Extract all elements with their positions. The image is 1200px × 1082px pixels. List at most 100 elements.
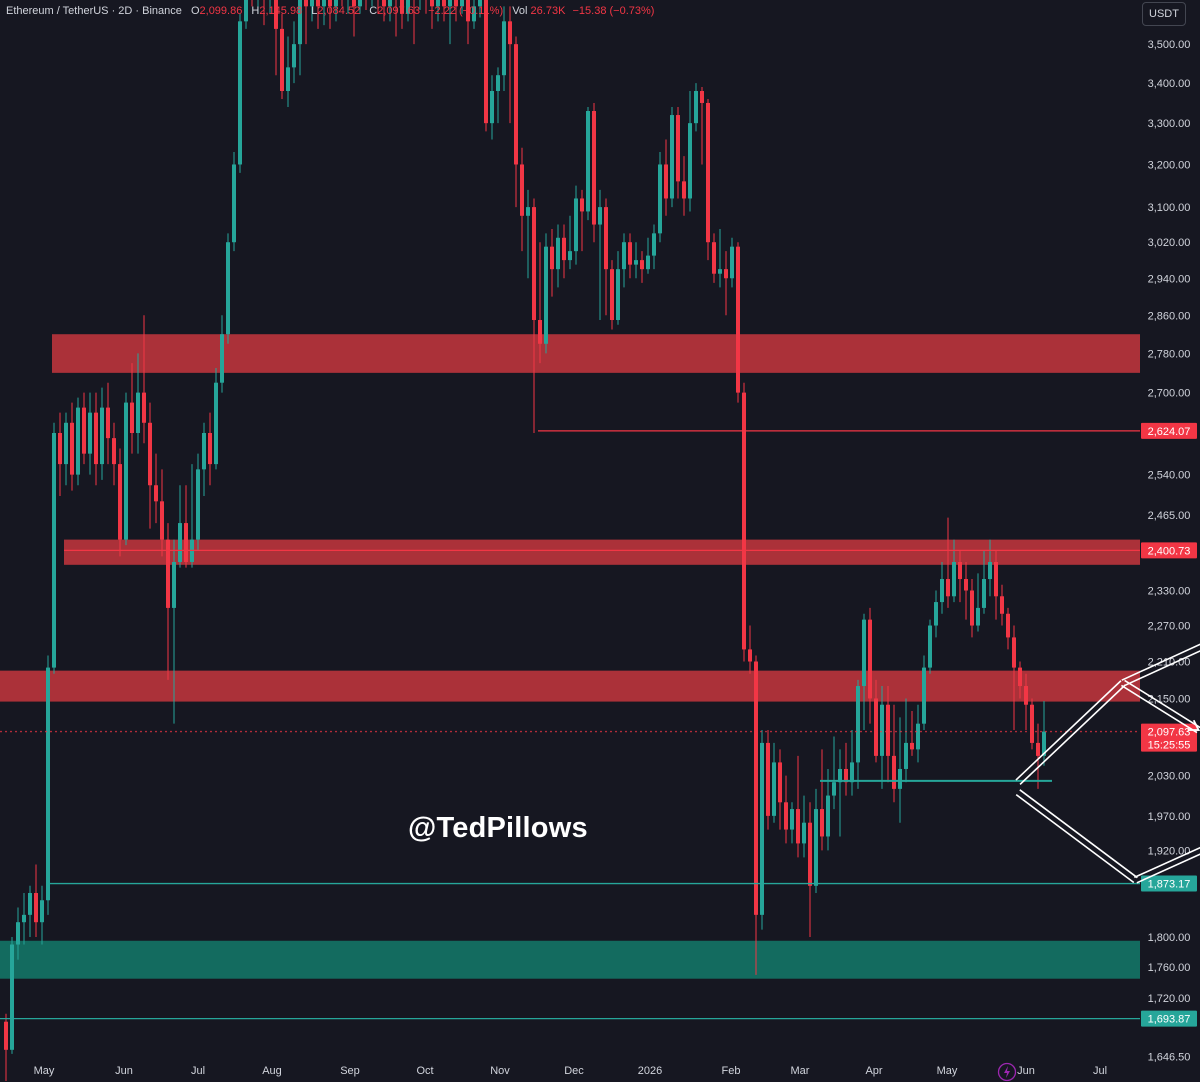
candle-body (736, 246, 740, 393)
high-label: H (251, 5, 260, 17)
low-label: L (311, 5, 318, 17)
candle (118, 448, 122, 557)
candle (526, 189, 530, 279)
projection-arrow-stroke (1124, 679, 1200, 729)
candle-body (604, 207, 608, 270)
candle-body (70, 422, 74, 475)
bullish-pullback-path (1120, 679, 1200, 734)
candle-body (772, 762, 776, 816)
candle (124, 392, 128, 546)
candle (610, 260, 614, 330)
candle (742, 382, 746, 662)
candle-body (178, 523, 182, 562)
candle-body (622, 242, 626, 270)
candle (706, 98, 710, 261)
price-level-label: 2,624.07 (1141, 422, 1197, 439)
projection-arrow-stroke (1136, 853, 1200, 884)
volume-label: Vol (512, 5, 528, 17)
symbol-title[interactable]: Ethereum / TetherUS · 2D · Binance (6, 5, 182, 17)
candle (46, 655, 50, 915)
y-axis-tick-label: 2,940.00 (1148, 273, 1191, 285)
lightning-bolt-icon[interactable] (997, 1062, 1017, 1082)
candle-body (610, 269, 614, 321)
candle (970, 579, 974, 638)
candle (130, 363, 134, 454)
candle (298, 0, 302, 76)
candle (700, 87, 704, 165)
candle-body (982, 579, 986, 608)
candle (592, 102, 596, 243)
candle-body (472, 6, 476, 22)
candle-body (718, 269, 722, 274)
candle (820, 749, 824, 851)
candle-body (64, 422, 68, 465)
candle (112, 422, 116, 486)
x-axis-tick-label: Sep (340, 1065, 360, 1077)
x-axis-tick-label: 2026 (638, 1065, 662, 1077)
candle-body (28, 893, 32, 915)
candle-body (34, 893, 38, 923)
candle (244, 0, 248, 29)
candle (442, 0, 446, 22)
candle (736, 242, 740, 403)
candle (460, 0, 464, 14)
projection-arrow-stroke (1121, 643, 1200, 681)
candle-body (520, 164, 524, 216)
candle-body (796, 809, 800, 844)
candle (377, 0, 379, 14)
candle-body (580, 198, 584, 212)
price-level-label-text: 2,097.63 (1148, 727, 1191, 739)
y-axis-tick-label: 2,540.00 (1148, 470, 1191, 482)
candle (922, 655, 926, 731)
candle-body (1012, 637, 1016, 668)
candle-body (502, 21, 506, 76)
candle (352, 0, 356, 37)
candle-body (400, 0, 404, 14)
support-zone (0, 940, 1140, 979)
close-value: 2,097.63 (377, 5, 421, 17)
candle (586, 106, 590, 221)
price-level-label-text: 2,624.07 (1148, 426, 1191, 438)
candle-body (862, 619, 866, 687)
candle (454, 0, 458, 22)
candle-body (628, 242, 632, 265)
candle-body (184, 523, 188, 562)
candle-body (880, 704, 884, 756)
candle (778, 749, 782, 830)
candle (160, 469, 164, 557)
candle (832, 736, 836, 810)
candle (347, 0, 349, 14)
candle-body (706, 102, 710, 243)
candle (718, 228, 722, 288)
candle-body (532, 207, 536, 321)
candle-body (304, 0, 308, 7)
candle-body (82, 407, 86, 454)
y-axis-tick-label: 3,020.00 (1148, 237, 1191, 249)
candle (82, 392, 86, 465)
candle-body (994, 561, 998, 597)
candle (142, 315, 146, 444)
projection-arrow-stroke (1019, 789, 1138, 879)
candle-body (616, 269, 620, 321)
currency-selector-button[interactable]: USDT (1142, 2, 1186, 26)
candle (898, 717, 902, 823)
candle-body (952, 561, 956, 597)
candle-body (760, 742, 764, 915)
candle (754, 655, 758, 975)
candle (508, 6, 512, 124)
price-level-label-bg (1141, 422, 1197, 439)
candle (892, 704, 896, 803)
candle-body (712, 242, 716, 274)
candle (388, 0, 392, 22)
candle (880, 686, 884, 789)
projection-arrow-head (1187, 719, 1200, 731)
candle (796, 755, 800, 858)
candle (712, 233, 716, 283)
price-level-label-bg (1141, 723, 1197, 752)
x-axis-tick-label: Jun (1017, 1065, 1035, 1077)
candle (154, 453, 158, 524)
candle-body (172, 561, 176, 608)
candle (982, 550, 986, 614)
